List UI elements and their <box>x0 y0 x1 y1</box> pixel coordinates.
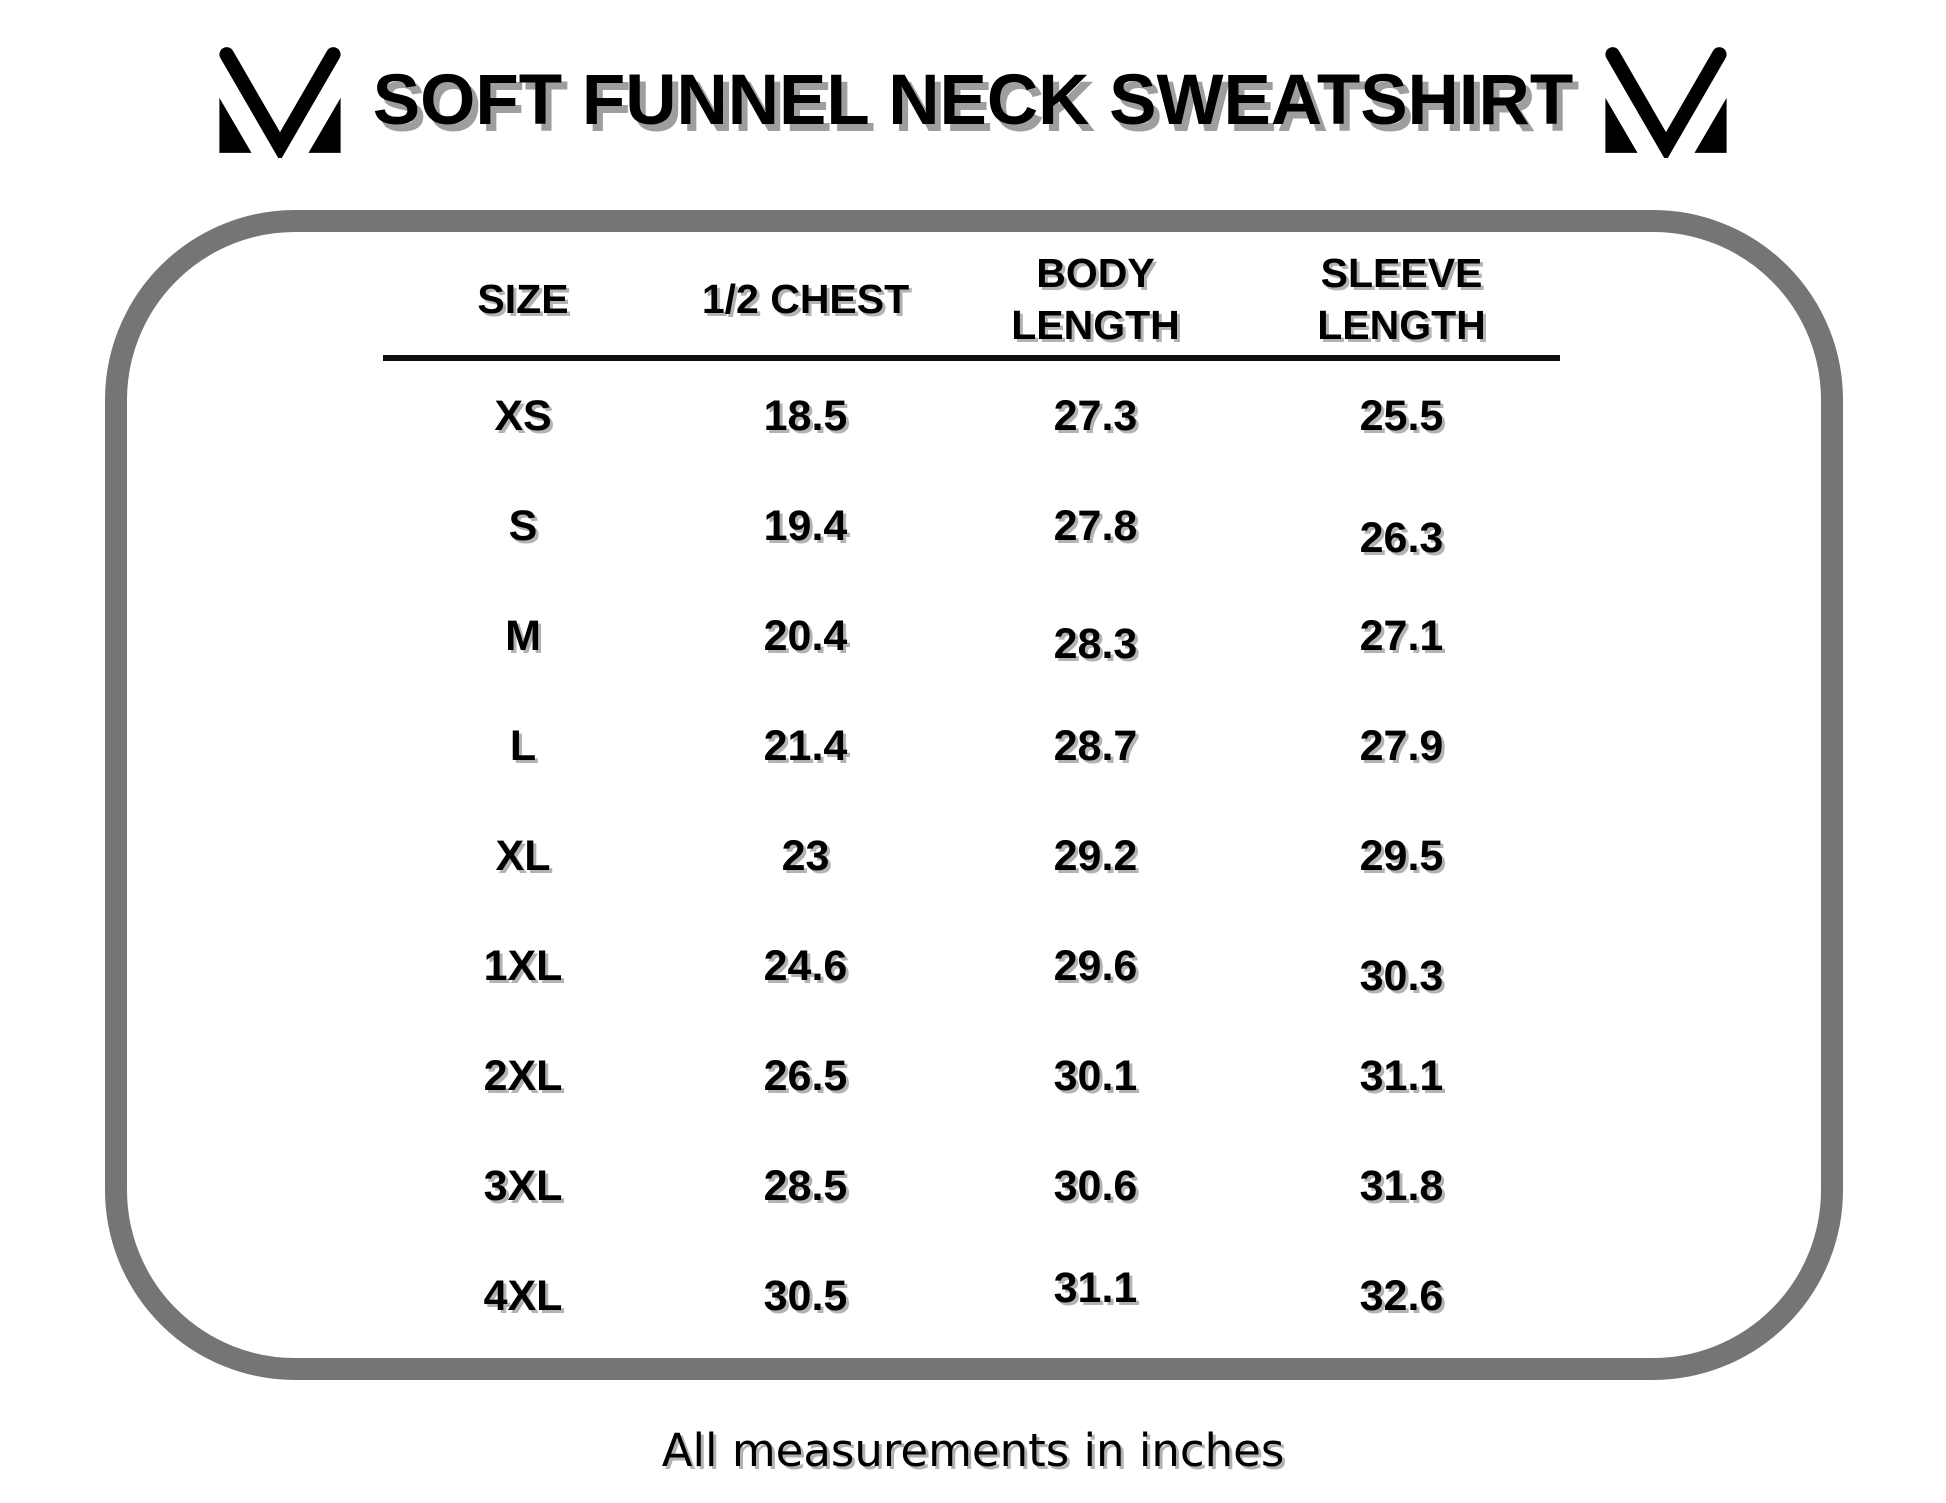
cell-half-chest: 20.4 <box>763 611 848 660</box>
cell-body-length: 28.3 <box>1053 619 1138 668</box>
page-header: SOFT FUNNEL NECK SWEATSHIRT <box>0 30 1946 170</box>
cell-body-length: 27.3 <box>1053 391 1138 440</box>
cell-half-chest: 18.5 <box>763 391 848 440</box>
cell-body-length: 28.7 <box>1053 721 1138 770</box>
cell-half-chest: 21.4 <box>763 721 848 770</box>
table-row: XS 18.5 27.3 25.5 <box>383 361 1560 471</box>
table-body: XS 18.5 27.3 25.5 S 19.4 27.8 26.3 M 20.… <box>383 361 1560 1351</box>
column-header-size: SIZE <box>477 275 569 322</box>
cell-size: 2XL <box>483 1051 563 1100</box>
cell-size: XS <box>494 391 552 440</box>
size-chart-frame <box>105 210 1843 1380</box>
cell-sleeve-length: 32.6 <box>1359 1271 1444 1320</box>
cell-half-chest: 28.5 <box>763 1161 848 1210</box>
cell-sleeve-length: 30.3 <box>1359 951 1444 1000</box>
cell-size: S <box>508 501 538 550</box>
cell-sleeve-length: 26.3 <box>1359 513 1444 562</box>
cell-body-length: 27.8 <box>1053 501 1138 550</box>
cell-half-chest: 23 <box>781 831 830 880</box>
cell-sleeve-length: 27.9 <box>1359 721 1444 770</box>
column-header-body-length: BODY LENGTH <box>1011 249 1180 348</box>
cell-sleeve-length: 27.1 <box>1359 611 1444 660</box>
cell-half-chest: 19.4 <box>763 501 848 550</box>
cell-size: 1XL <box>483 941 563 990</box>
cell-size: M <box>505 611 541 660</box>
cell-sleeve-length: 31.8 <box>1359 1161 1444 1210</box>
column-header-sleeve-length: SLEEVE LENGTH <box>1317 249 1486 348</box>
page-title: SOFT FUNNEL NECK SWEATSHIRT <box>372 60 1574 140</box>
table-header-row: SIZE 1/2 CHEST BODY LENGTH SLEEVE LENGTH <box>383 243 1560 361</box>
cell-body-length: 30.1 <box>1053 1051 1138 1100</box>
cell-half-chest: 24.6 <box>763 941 848 990</box>
cell-size: L <box>509 721 537 770</box>
cell-half-chest: 26.5 <box>763 1051 848 1100</box>
m-monogram-icon <box>219 47 341 158</box>
footer-note: All measurements in inches <box>661 1423 1285 1477</box>
cell-size: 4XL <box>483 1271 563 1320</box>
size-table: SIZE 1/2 CHEST BODY LENGTH SLEEVE LENGTH… <box>383 243 1560 1351</box>
cell-sleeve-length: 29.5 <box>1359 831 1444 880</box>
table-row: XL 23 29.2 29.5 <box>383 801 1560 911</box>
cell-body-length: 29.6 <box>1053 941 1138 990</box>
cell-body-length: 29.2 <box>1053 831 1138 880</box>
table-row: L 21.4 28.7 27.9 <box>383 691 1560 801</box>
table-row: S 19.4 27.8 26.3 <box>383 471 1560 581</box>
table-row: 4XL 30.5 31.1 32.6 <box>383 1241 1560 1351</box>
cell-sleeve-length: 25.5 <box>1359 391 1444 440</box>
cell-size: XL <box>495 831 551 880</box>
m-monogram-icon <box>1605 47 1727 158</box>
cell-size: 3XL <box>483 1161 563 1210</box>
cell-half-chest: 30.5 <box>763 1271 848 1320</box>
table-row: 3XL 28.5 30.6 31.8 <box>383 1131 1560 1241</box>
table-row: 1XL 24.6 29.6 30.3 <box>383 911 1560 1021</box>
column-header-half-chest: 1/2 CHEST <box>701 275 910 322</box>
cell-body-length: 31.1 <box>1053 1263 1138 1312</box>
table-row: M 20.4 28.3 27.1 <box>383 581 1560 691</box>
cell-sleeve-length: 31.1 <box>1359 1051 1444 1100</box>
table-row: 2XL 26.5 30.1 31.1 <box>383 1021 1560 1131</box>
cell-body-length: 30.6 <box>1053 1161 1138 1210</box>
